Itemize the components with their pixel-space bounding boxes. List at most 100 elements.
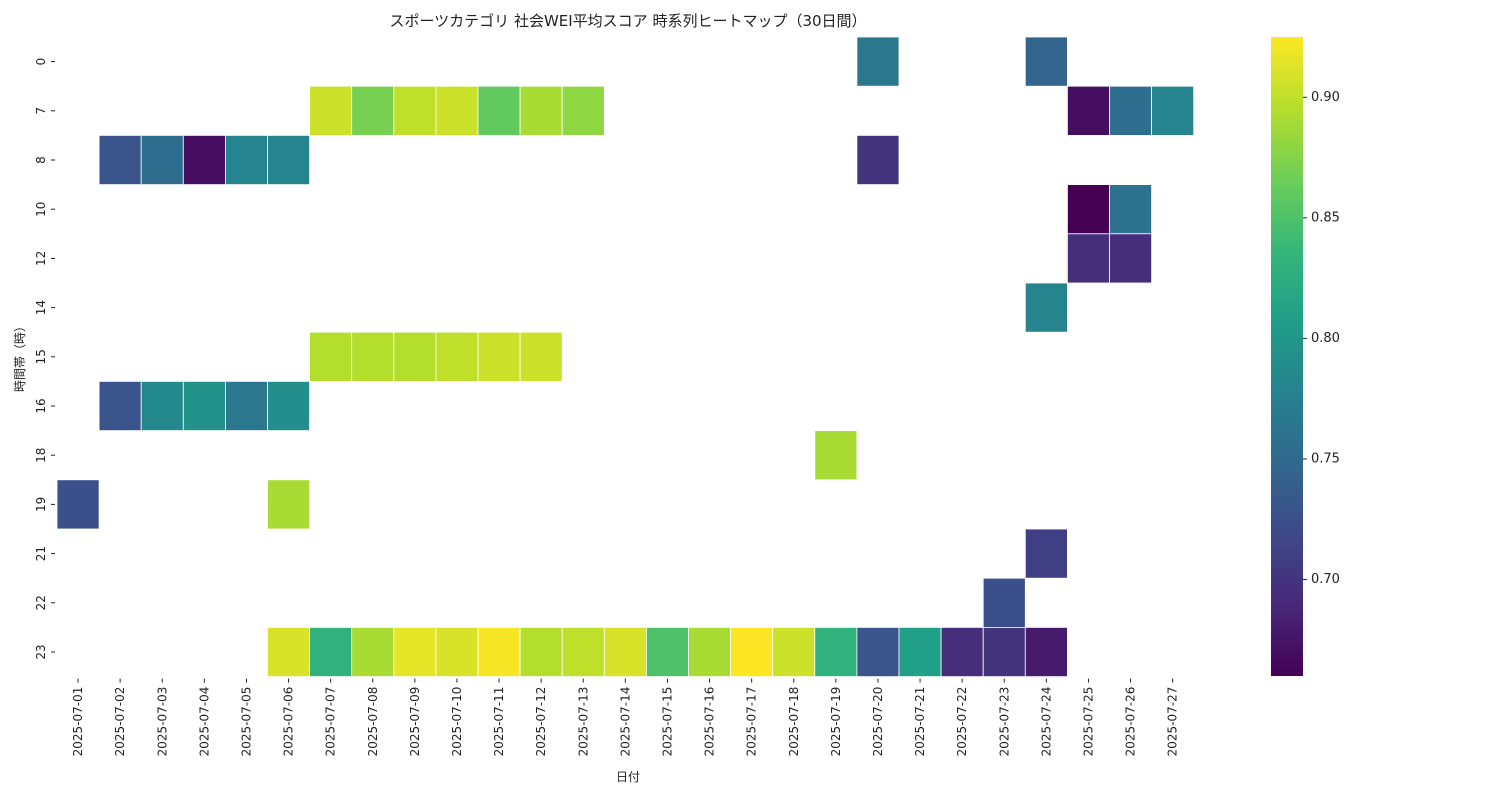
heatmap-cell: [182, 380, 226, 431]
colorbar-tick-label: 0.90: [1311, 90, 1340, 105]
x-tick-label: 2025-07-22: [955, 687, 969, 757]
heatmap-cell: [393, 85, 437, 136]
x-tick-label: 2025-07-06: [282, 687, 296, 757]
heatmap-cell: [519, 85, 563, 136]
heatmap-cell: [224, 380, 268, 431]
heatmap-cell: [1024, 627, 1068, 678]
heatmap-cell: [309, 627, 353, 678]
x-tick-label: 2025-07-07: [324, 687, 338, 757]
heatmap-cell: [982, 627, 1026, 678]
y-tick-label: 23: [34, 644, 48, 659]
heatmap-cell: [519, 627, 563, 678]
colorbar-ticks: 0.70 0.75 0.80 0.85 0.90: [1303, 90, 1340, 587]
y-tick-label: 16: [34, 398, 48, 413]
heatmap-cell: [814, 430, 858, 481]
heatmap-cell: [1067, 85, 1110, 136]
y-tick-label: 12: [34, 251, 48, 266]
colorbar-scale: [1271, 37, 1303, 676]
x-tick-label: 2025-07-10: [450, 687, 464, 757]
x-axis-ticks: 2025-07-01 2025-07-02 2025-07-03 2025-07-04…: [71, 678, 1180, 757]
heatmap-cell: [140, 380, 184, 431]
heatmap-cell: [940, 627, 984, 678]
heatmap-cell: [98, 380, 142, 431]
heatmap-cell: [477, 85, 521, 136]
heatmap-cell: [393, 627, 437, 678]
heatmap-cell: [1067, 184, 1110, 235]
heatmap-cell: [435, 627, 479, 678]
heatmap-cells: [56, 36, 1195, 678]
heatmap-cell: [856, 627, 900, 678]
heatmap-cell: [435, 85, 479, 136]
heatmap-cell: [351, 85, 395, 136]
heatmap-cell: [1151, 85, 1195, 136]
x-axis-label: 日付: [616, 770, 640, 784]
heatmap-cell: [267, 627, 310, 678]
heatmap-cell: [309, 331, 353, 382]
x-tick-label: 2025-07-02: [113, 687, 127, 757]
heatmap-cell: [1024, 528, 1068, 579]
x-tick-label: 2025-07-14: [618, 687, 632, 757]
y-tick-label: 22: [34, 595, 48, 610]
x-tick-label: 2025-07-04: [197, 687, 211, 757]
x-tick-label: 2025-07-01: [71, 687, 85, 757]
heatmap-cell: [1067, 233, 1110, 284]
x-tick-label: 2025-07-03: [155, 687, 169, 757]
heatmap-cell: [1109, 85, 1152, 136]
heatmap-cell: [688, 627, 731, 678]
x-tick-label: 2025-07-08: [366, 687, 380, 757]
heatmap-cell: [267, 134, 310, 185]
heatmap-cell: [519, 331, 563, 382]
heatmap-cell: [98, 134, 142, 185]
x-tick-label: 2025-07-16: [703, 687, 717, 757]
heatmap-cell: [856, 36, 900, 87]
heatmap-cell: [224, 134, 268, 185]
y-tick-label: 19: [34, 497, 48, 512]
heatmap-cell: [435, 331, 479, 382]
colorbar-tick-label: 0.80: [1311, 331, 1340, 346]
x-tick-label: 2025-07-19: [829, 687, 843, 757]
heatmap-cell: [646, 627, 689, 678]
heatmap-cell: [267, 479, 310, 530]
heatmap-cell: [351, 331, 395, 382]
y-tick-label: 10: [34, 202, 48, 217]
heatmap-cell: [1109, 233, 1152, 284]
y-tick-label: 18: [34, 448, 48, 463]
x-tick-label: 2025-07-23: [997, 687, 1011, 757]
heatmap-cell: [561, 85, 605, 136]
heatmap-cell: [898, 627, 942, 678]
x-tick-label: 2025-07-25: [1081, 687, 1095, 757]
x-tick-label: 2025-07-20: [871, 687, 885, 757]
heatmap-cell: [982, 577, 1026, 628]
x-tick-label: 2025-07-13: [576, 687, 590, 757]
heatmap-cell: [603, 627, 647, 678]
x-tick-label: 2025-07-18: [787, 687, 801, 757]
x-tick-label: 2025-07-24: [1039, 687, 1053, 757]
heatmap-cell: [182, 134, 226, 185]
heatmap-cell: [56, 479, 100, 530]
colorbar-tick-label: 0.70: [1311, 572, 1340, 587]
heatmap-cell: [561, 627, 605, 678]
heatmap-cell: [309, 85, 353, 136]
heatmap-cell: [772, 627, 816, 678]
heatmap-cell: [477, 331, 521, 382]
colorbar: 0.70 0.75 0.80 0.85 0.90: [1271, 37, 1340, 676]
y-tick-label: 15: [34, 349, 48, 364]
heatmap-cell: [393, 331, 437, 382]
x-tick-label: 2025-07-15: [660, 687, 674, 757]
x-tick-label: 2025-07-17: [745, 687, 759, 757]
x-tick-label: 2025-07-11: [492, 687, 506, 757]
x-tick-label: 2025-07-27: [1166, 687, 1180, 757]
colorbar-tick-label: 0.85: [1311, 210, 1340, 225]
y-tick-label: 0: [34, 58, 48, 66]
y-tick-label: 14: [34, 300, 48, 315]
x-tick-label: 2025-07-05: [239, 687, 253, 757]
heatmap-cell: [1024, 36, 1068, 87]
colorbar-tick-label: 0.75: [1311, 451, 1340, 466]
heatmap-cell: [730, 627, 774, 678]
x-tick-label: 2025-07-21: [913, 687, 927, 757]
heatmap-cell: [267, 380, 310, 431]
heatmap-cell: [351, 627, 395, 678]
y-axis-label: 時間帯（時）: [13, 320, 27, 392]
